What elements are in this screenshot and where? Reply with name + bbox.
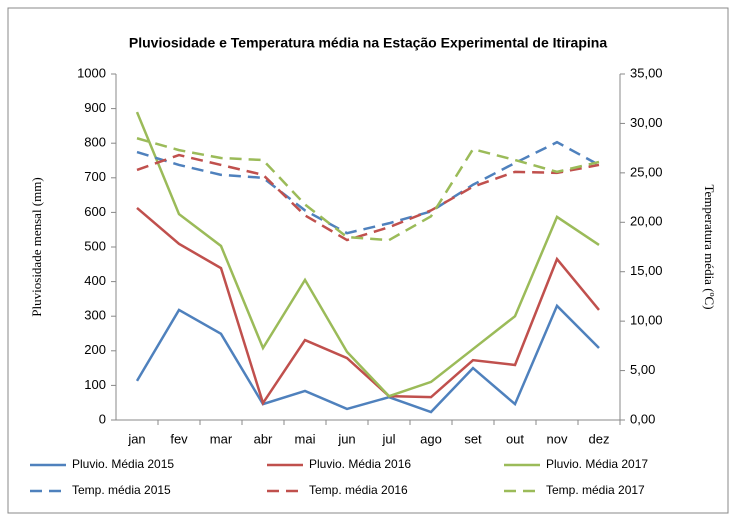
legend-label: Temp. média 2017 xyxy=(546,483,645,497)
x-tick-label: set xyxy=(464,431,482,446)
y-tick-label: 300 xyxy=(84,308,106,323)
y-tick-label: 400 xyxy=(84,273,106,288)
x-tick-label: nov xyxy=(547,431,568,446)
y2-tick-label: 15,00 xyxy=(630,263,663,278)
x-tick-label: jun xyxy=(337,431,355,446)
x-tick-label: dez xyxy=(589,431,610,446)
y2-tick-label: 25,00 xyxy=(630,164,663,179)
legend-label: Pluvio. Média 2016 xyxy=(309,457,411,471)
y2-tick-label: 5,00 xyxy=(630,362,655,377)
x-tick-label: jan xyxy=(127,431,145,446)
chart-title: Pluviosidade e Temperatura média na Esta… xyxy=(129,35,607,51)
y2-tick-label: 35,00 xyxy=(630,65,663,80)
y2-tick-label: 0,00 xyxy=(630,411,655,426)
series-line xyxy=(136,206,600,406)
x-tick-label: ago xyxy=(420,431,442,446)
legend-label: Pluvio. Média 2017 xyxy=(546,457,648,471)
y-tick-label: 100 xyxy=(84,377,106,392)
x-tick-label: abr xyxy=(254,431,273,446)
series-line xyxy=(136,153,600,242)
legend-label: Pluvio. Média 2015 xyxy=(72,457,174,471)
legend-label: Temp. média 2015 xyxy=(72,483,171,497)
x-tick-label: mar xyxy=(210,431,233,446)
x-tick-label: mai xyxy=(295,431,316,446)
y-tick-label: 700 xyxy=(84,169,106,184)
series-line xyxy=(136,137,600,242)
y-tick-label: 200 xyxy=(84,342,106,357)
y2-tick-label: 30,00 xyxy=(630,115,663,130)
y-tick-label: 600 xyxy=(84,204,106,219)
y-tick-label: 500 xyxy=(84,238,106,253)
chart-border xyxy=(7,7,729,514)
legend-label: Temp. média 2016 xyxy=(309,483,408,497)
x-tick-label: out xyxy=(506,431,524,446)
y2-tick-label: 10,00 xyxy=(630,313,663,328)
series-line xyxy=(136,140,600,235)
y2-tick-label: 20,00 xyxy=(630,214,663,229)
x-tick-label: fev xyxy=(170,431,188,446)
series-line xyxy=(135,303,600,414)
y-axis-title: Pluviosidade mensal (mm) xyxy=(29,177,44,316)
y-tick-label: 800 xyxy=(84,135,106,150)
x-tick-label: jul xyxy=(381,431,395,446)
y-tick-label: 900 xyxy=(84,100,106,115)
y-tick-label: 0 xyxy=(99,411,106,426)
y-tick-label: 1000 xyxy=(77,65,106,80)
y2-axis-title: Temperatura média (ºC) xyxy=(702,184,717,309)
series-line xyxy=(135,111,600,398)
